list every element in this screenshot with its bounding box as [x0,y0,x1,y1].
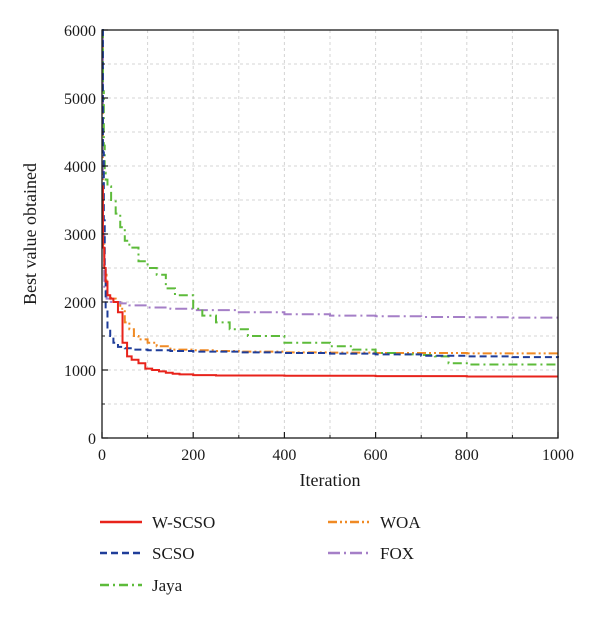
y-tick-label: 0 [88,431,96,448]
series-line-scso [101,29,559,359]
series-line-w-scso [101,185,558,378]
x-tick-label: 200 [181,447,205,464]
legend-label: FOX [380,544,414,563]
x-tick-label: 600 [364,447,388,464]
x-tick-label: 400 [272,447,296,464]
y-tick-label: 6000 [64,23,96,40]
axis-ticks: 0 200 400 600 800 1000 0 1000 2000 3000 4000 5000 60… [64,23,574,464]
legend-label: W-SCSO [152,513,215,532]
x-axis-title: Iteration [300,470,361,490]
legend-label: WOA [380,513,421,532]
grid [102,30,558,438]
series-line-woa [101,29,559,355]
legend-label: SCSO [152,544,195,563]
x-tick-label: 0 [98,447,106,464]
series-lines [101,29,559,378]
x-tick-label: 1000 [542,447,574,464]
x-tick-label: 800 [455,447,479,464]
y-tick-label: 3000 [64,227,96,244]
series-line-jaya [101,29,558,366]
legend-label: Jaya [152,576,183,595]
y-tick-label: 5000 [64,91,96,108]
y-axis-title: Best value obtained [20,163,40,305]
y-tick-label: 4000 [64,159,96,176]
y-tick-label: 1000 [64,363,96,380]
legend: W-SCSO SCSO Jaya WOA FOX [100,513,421,595]
y-tick-label: 2000 [64,295,96,312]
